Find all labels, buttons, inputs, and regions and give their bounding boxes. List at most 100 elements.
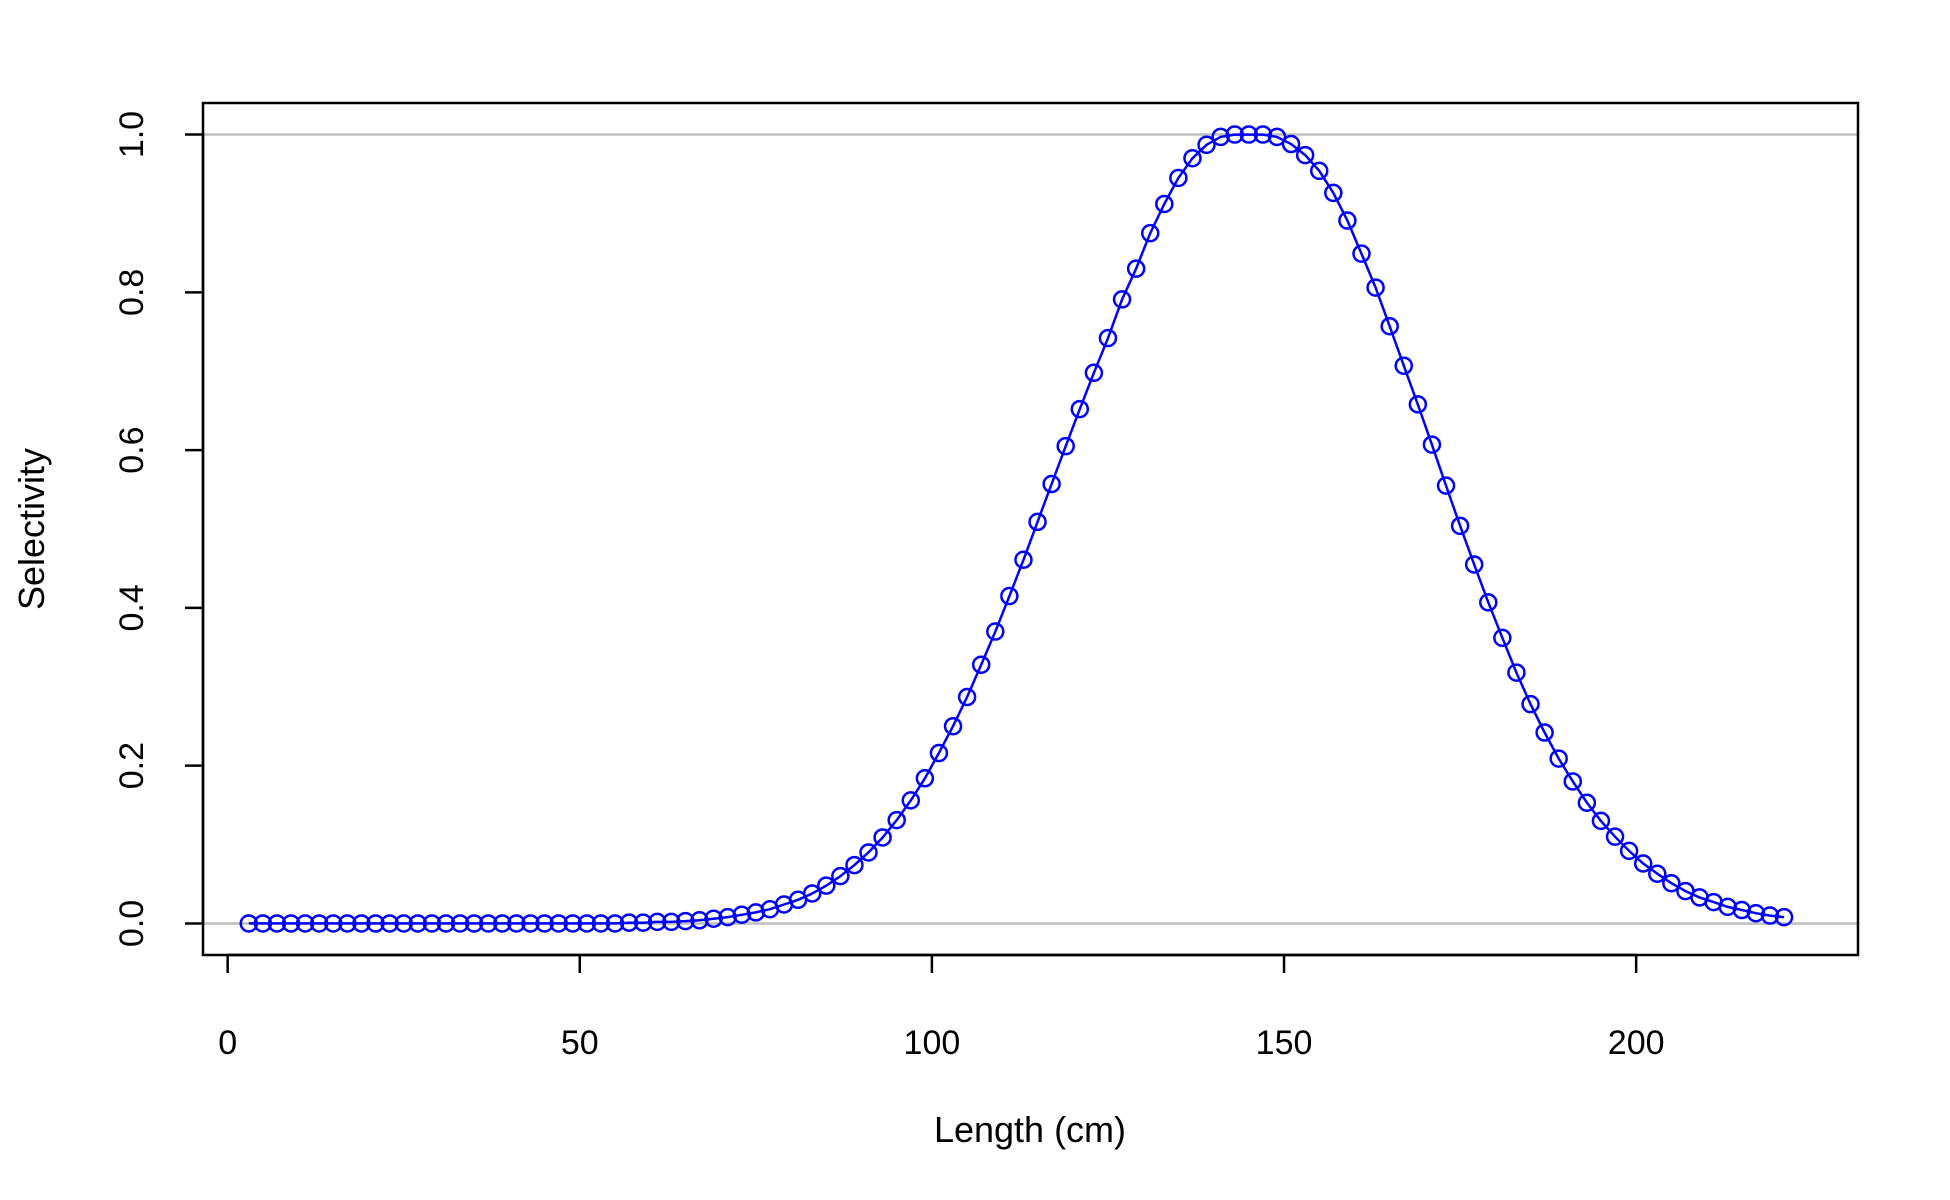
data-point bbox=[662, 912, 681, 932]
data-point bbox=[732, 905, 752, 925]
data-point bbox=[1028, 512, 1047, 532]
data-point bbox=[1633, 854, 1653, 873]
data-point bbox=[577, 914, 597, 933]
data-point bbox=[507, 914, 526, 933]
data-point bbox=[1436, 476, 1456, 495]
y-axis: 0.0 0.2 0.4 0.6 0.8 1.0 bbox=[113, 111, 205, 947]
data-point bbox=[1422, 435, 1442, 454]
data-point bbox=[1169, 168, 1188, 188]
data-point bbox=[281, 914, 301, 933]
data-point bbox=[647, 912, 667, 932]
data-point bbox=[338, 914, 357, 933]
data-point bbox=[1450, 516, 1470, 536]
data-point bbox=[1014, 550, 1033, 570]
data-point bbox=[1577, 793, 1597, 812]
data-point bbox=[817, 876, 836, 895]
data-point bbox=[366, 914, 385, 933]
data-point bbox=[1493, 628, 1512, 648]
data-point bbox=[633, 913, 653, 932]
data-point bbox=[971, 655, 991, 674]
data-point bbox=[1056, 436, 1075, 456]
data-point bbox=[521, 914, 540, 933]
x-tick-label: 150 bbox=[1256, 1024, 1313, 1062]
data-point bbox=[690, 911, 709, 930]
data-point bbox=[704, 909, 723, 928]
data-point bbox=[1324, 183, 1343, 203]
data-point bbox=[1662, 873, 1681, 893]
data-point bbox=[422, 914, 442, 933]
data-point bbox=[1281, 134, 1301, 154]
data-point bbox=[309, 914, 329, 933]
x-axis-title: Length (cm) bbox=[934, 1109, 1126, 1150]
data-point bbox=[957, 687, 977, 707]
x-tick-label: 0 bbox=[218, 1024, 237, 1062]
data-point bbox=[1352, 244, 1371, 263]
data-point bbox=[324, 914, 343, 933]
data-point bbox=[802, 884, 822, 903]
data-point bbox=[1183, 148, 1202, 168]
data-point bbox=[1197, 135, 1216, 155]
data-point bbox=[549, 914, 568, 933]
data-point bbox=[831, 866, 850, 886]
data-point bbox=[1267, 127, 1287, 147]
data-point bbox=[1774, 907, 1794, 927]
data-point bbox=[1591, 811, 1611, 831]
data-point bbox=[901, 791, 921, 810]
data-point bbox=[1155, 194, 1174, 214]
data-point bbox=[478, 914, 498, 933]
data-point bbox=[464, 914, 484, 933]
data-point bbox=[1535, 723, 1554, 742]
x-tick-label: 50 bbox=[561, 1024, 599, 1062]
data-point bbox=[1408, 395, 1428, 414]
data-point bbox=[605, 914, 625, 933]
data-point bbox=[239, 914, 259, 933]
data-point bbox=[1464, 555, 1484, 574]
data-point bbox=[1211, 127, 1230, 147]
reference-lines bbox=[203, 133, 1858, 925]
y-tick-label: 0.4 bbox=[113, 584, 151, 631]
data-point bbox=[1605, 827, 1625, 846]
plot-frame bbox=[201, 101, 1860, 957]
data-point bbox=[1070, 399, 1090, 419]
data-point bbox=[1042, 474, 1061, 494]
data-point bbox=[1295, 145, 1315, 165]
data-point bbox=[873, 828, 892, 847]
data-point bbox=[929, 743, 949, 763]
data-point bbox=[1760, 906, 1780, 925]
y-tick-label: 1.0 bbox=[113, 111, 151, 158]
data-point bbox=[676, 911, 695, 931]
series-line-0 bbox=[248, 133, 1785, 925]
data-point bbox=[1112, 290, 1132, 309]
series-layer bbox=[239, 125, 1794, 933]
data-point bbox=[1253, 125, 1273, 144]
data-point bbox=[1521, 694, 1540, 714]
data-point bbox=[1084, 363, 1104, 383]
y-tick-label: 0.0 bbox=[113, 900, 151, 947]
data-point bbox=[1366, 278, 1385, 297]
data-point bbox=[619, 913, 639, 932]
data-point bbox=[1126, 259, 1146, 278]
data-point bbox=[859, 843, 878, 862]
data-point bbox=[267, 914, 287, 933]
data-point bbox=[845, 855, 864, 875]
data-point bbox=[394, 914, 413, 933]
data-point bbox=[1479, 593, 1498, 612]
data-point bbox=[436, 914, 456, 933]
data-point bbox=[408, 914, 428, 933]
data-point bbox=[1394, 356, 1414, 375]
x-axis: 0 50 100 150 200 bbox=[218, 953, 1665, 1062]
data-point bbox=[943, 716, 963, 736]
data-point bbox=[887, 810, 906, 830]
y-axis-title: Selectivity bbox=[11, 448, 52, 610]
y-tick-label: 0.6 bbox=[113, 426, 151, 473]
data-point bbox=[1549, 749, 1568, 768]
data-point bbox=[1648, 864, 1667, 883]
data-point bbox=[1746, 903, 1766, 923]
data-point bbox=[295, 914, 315, 933]
data-point bbox=[718, 907, 737, 927]
data-point bbox=[450, 914, 470, 933]
data-point bbox=[1225, 125, 1244, 144]
x-tick-label: 200 bbox=[1608, 1024, 1665, 1062]
data-point bbox=[1563, 772, 1583, 791]
